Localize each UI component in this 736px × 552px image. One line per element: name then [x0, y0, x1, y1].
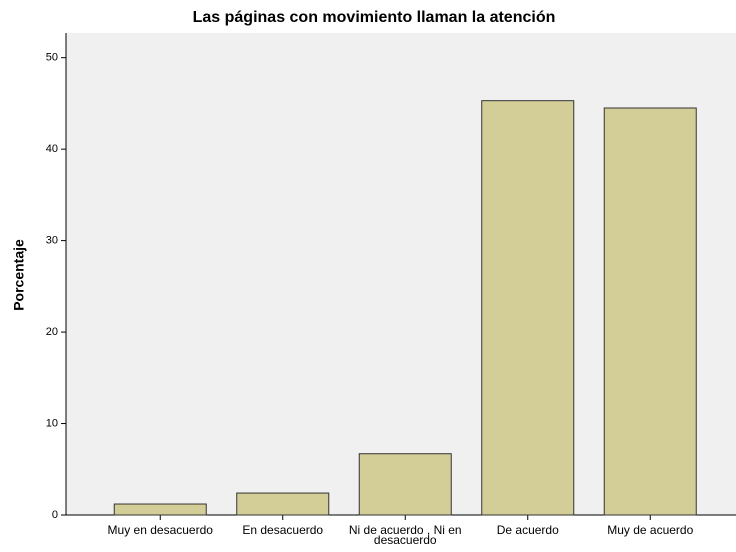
chart-title: Las páginas con movimiento llaman la ate…	[193, 9, 556, 26]
y-tick-label: 50	[46, 52, 58, 64]
bar	[236, 492, 330, 516]
y-tick-label: 0	[52, 509, 58, 521]
y-tick-label: 40	[46, 143, 58, 155]
bar	[603, 107, 697, 516]
bar	[358, 453, 452, 516]
x-tick-label: Muy de acuerdo	[607, 523, 694, 537]
y-tick-label: 10	[46, 417, 58, 429]
x-tick-label: Muy en desacuerdo	[107, 523, 213, 537]
bar	[481, 100, 575, 516]
x-tick-label: En desacuerdo	[242, 523, 324, 537]
y-tick-label: 20	[46, 326, 58, 338]
y-tick-label: 30	[46, 235, 58, 247]
bar	[113, 503, 207, 516]
x-tick-label: De acuerdo	[496, 523, 559, 537]
x-tick-label: Ni de acuerdo , Ni en desacuerdo	[348, 523, 462, 547]
y-axis-label: Porcentaje	[11, 239, 27, 311]
